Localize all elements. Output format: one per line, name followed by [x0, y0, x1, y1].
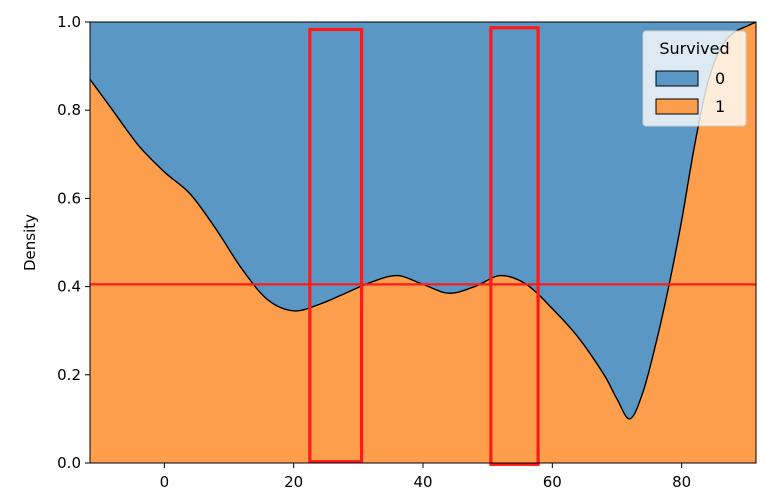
y-tick-label: 0.4	[57, 278, 81, 296]
area-survived-0	[90, 22, 756, 419]
legend-title: Survived	[659, 39, 729, 58]
y-axis-label: Density	[21, 214, 39, 271]
legend-swatch-1	[655, 98, 699, 115]
annotation-rect-1	[308, 27, 364, 464]
area-survived-1	[90, 22, 756, 463]
x-tick-label: 40	[413, 473, 432, 491]
x-tick-label: 80	[672, 473, 691, 491]
annotation-rect-2	[489, 26, 540, 466]
y-tick-label: 0.2	[57, 366, 81, 384]
x-tick-label: 0	[160, 473, 170, 491]
x-tick-label: 20	[284, 473, 303, 491]
legend-swatch-0	[655, 70, 699, 87]
y-tick-label: 0.8	[57, 101, 81, 119]
density-boundary-line	[89, 21, 757, 420]
y-tick-label: 0.6	[57, 189, 81, 207]
x-tick-label: 60	[543, 473, 562, 491]
legend-label-0: 0	[715, 69, 725, 88]
legend-label-1: 1	[715, 97, 725, 116]
y-tick-label: 0.0	[57, 454, 81, 472]
y-tick-label: 1.0	[57, 13, 81, 31]
